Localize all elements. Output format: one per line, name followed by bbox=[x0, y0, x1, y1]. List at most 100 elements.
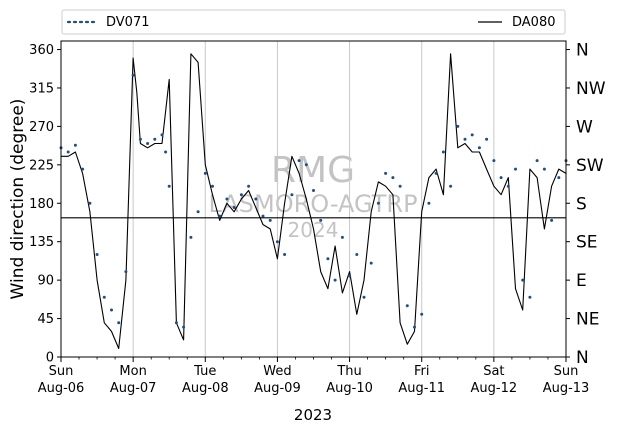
x-tick-label-date: Aug-12 bbox=[471, 381, 518, 396]
series-dv071-point bbox=[384, 171, 388, 175]
y-tick-label: 225 bbox=[29, 158, 54, 173]
series-dv071-point bbox=[470, 133, 474, 137]
series-dv071-point bbox=[333, 278, 337, 282]
grid-lines bbox=[132, 41, 495, 357]
series-dv071-point bbox=[391, 176, 395, 180]
x-tick-label-day: Sat bbox=[483, 364, 504, 379]
series-dv071-point bbox=[326, 257, 330, 261]
y-tick-label: 0 bbox=[46, 351, 54, 366]
x-tick-label-date: Aug-13 bbox=[543, 381, 590, 396]
legend-label-da080: DA080 bbox=[512, 15, 556, 30]
watermark-line-3: 2024 bbox=[288, 218, 339, 242]
series-dv071-point bbox=[456, 124, 460, 128]
series-dv071-point bbox=[167, 184, 171, 188]
series-dv071-point bbox=[398, 184, 402, 188]
series-dv071-point bbox=[247, 184, 251, 188]
series-dv071-point bbox=[81, 167, 85, 171]
series-dv071-point bbox=[340, 235, 344, 239]
series-dv071-point bbox=[463, 137, 467, 141]
series-dv071-point bbox=[521, 278, 525, 282]
x-tick-label-date: Aug-07 bbox=[110, 381, 157, 396]
series-dv071-point bbox=[449, 184, 453, 188]
series-dv071-point bbox=[124, 270, 128, 274]
series-dv071-point bbox=[138, 137, 142, 141]
series-dv071-point bbox=[312, 189, 315, 192]
series-dv071-point bbox=[550, 218, 554, 222]
series-dv071-point bbox=[369, 261, 373, 265]
x-tick-label-day: Fri bbox=[414, 364, 430, 379]
series-dv071-point bbox=[376, 201, 380, 205]
watermark-line-1: RMG bbox=[271, 150, 355, 191]
series-dv071-point bbox=[189, 235, 193, 239]
x-tick-label-date: Aug-08 bbox=[182, 381, 229, 396]
compass-label: S bbox=[576, 194, 587, 214]
data-series bbox=[59, 53, 568, 350]
y-tick-label: 315 bbox=[29, 81, 54, 96]
series-dv071-point bbox=[275, 240, 279, 244]
series-dv071-point bbox=[477, 146, 481, 150]
y-axis-label: Wind direction (degree) bbox=[8, 99, 28, 300]
series-dv071-point bbox=[261, 214, 265, 218]
series-dv071-point bbox=[95, 253, 99, 256]
series-dv071-point bbox=[434, 171, 438, 175]
series-dv071-point bbox=[211, 184, 214, 188]
series-dv071-point bbox=[153, 137, 157, 141]
series-dv071-point bbox=[218, 214, 222, 218]
y-tick-label: 135 bbox=[29, 235, 54, 250]
compass-label: W bbox=[576, 117, 593, 137]
series-dv071-point bbox=[348, 274, 352, 278]
series-dv071-point bbox=[225, 197, 229, 201]
series-dv071-point bbox=[413, 325, 416, 329]
series-dv071-point bbox=[66, 150, 70, 154]
x-tick-label-day: Mon bbox=[119, 364, 146, 379]
series-dv071-point bbox=[239, 193, 243, 197]
series-dv071-point bbox=[232, 206, 236, 209]
x-tick-label-day: Wed bbox=[263, 364, 291, 379]
series-dv071-point bbox=[441, 150, 445, 154]
series-dv071-point bbox=[297, 159, 301, 163]
series-da080-line bbox=[61, 53, 567, 350]
series-dv071-point bbox=[88, 201, 92, 205]
watermark-line-2: LASMORO-AGTRP bbox=[208, 190, 417, 218]
series-dv071-point bbox=[196, 210, 200, 214]
x-tick-label-day: Sun bbox=[554, 364, 579, 379]
x-axis-label: 2023 bbox=[294, 406, 332, 424]
series-dv071-point bbox=[182, 325, 186, 329]
y-tick-label: 90 bbox=[37, 274, 54, 289]
compass-label: SW bbox=[576, 156, 604, 176]
y-tick-label: 270 bbox=[29, 120, 54, 135]
series-dv071-point bbox=[146, 142, 150, 145]
x-tick-label-date: Aug-10 bbox=[326, 381, 373, 396]
y-tick-label: 180 bbox=[29, 197, 54, 212]
legend-label-dv071: DV071 bbox=[106, 15, 150, 30]
series-dv071-point bbox=[355, 253, 359, 256]
compass-label: SE bbox=[576, 233, 598, 253]
y-tick-label: 45 bbox=[37, 312, 54, 327]
compass-label: N bbox=[576, 348, 589, 368]
compass-label: E bbox=[576, 271, 587, 291]
series-dv071-point bbox=[131, 73, 135, 77]
series-dv071-point bbox=[535, 159, 539, 163]
series-dv071-point bbox=[290, 193, 294, 197]
series-dv071-point bbox=[174, 321, 178, 325]
x-tick-label-day: Thu bbox=[336, 364, 361, 379]
x-tick-label-date: Aug-06 bbox=[38, 381, 85, 396]
x-tick-label-date: Aug-09 bbox=[254, 381, 301, 396]
compass-label: N bbox=[576, 41, 589, 61]
series-dv071-point bbox=[506, 184, 510, 188]
series-dv071-point bbox=[268, 218, 272, 222]
x-tick-label-day: Tue bbox=[193, 364, 216, 379]
series-dv071-point bbox=[499, 176, 503, 180]
series-dv071-point bbox=[528, 295, 532, 299]
series-dv071-point bbox=[557, 176, 561, 180]
x-tick-label-date: Aug-11 bbox=[398, 381, 445, 396]
series-dv071-point bbox=[164, 150, 168, 154]
series-dv071-point bbox=[117, 321, 121, 325]
series-dv071-point bbox=[73, 143, 77, 147]
series-dv071-point bbox=[485, 137, 489, 141]
series-dv071-point bbox=[420, 312, 424, 316]
series-dv071-point bbox=[110, 308, 113, 312]
series-dv071-point bbox=[319, 218, 323, 222]
